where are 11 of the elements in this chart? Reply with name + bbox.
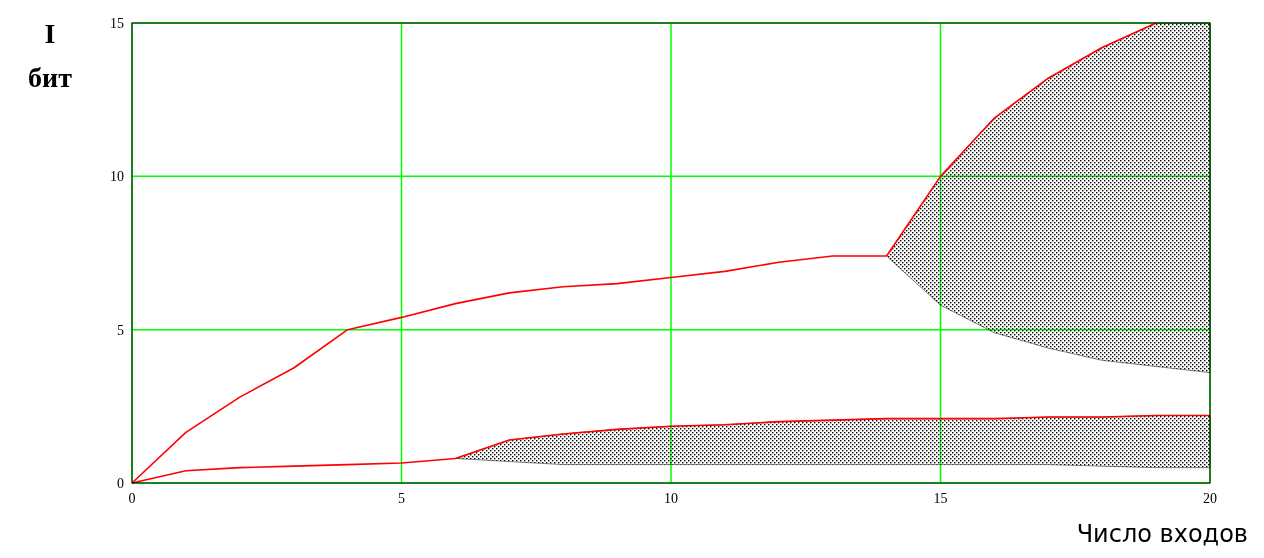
y-tick-label: 0 xyxy=(117,476,124,491)
x-tick-label: 20 xyxy=(1203,491,1217,506)
x-tick-label: 0 xyxy=(128,491,136,506)
y-tick-label: 15 xyxy=(110,16,124,31)
x-tick-label: 15 xyxy=(933,491,948,506)
y-axis-title: I бит xyxy=(28,18,73,93)
y-tick-label: 5 xyxy=(117,322,124,338)
y-tick-label: 10 xyxy=(110,169,124,185)
x-tick-label: 10 xyxy=(664,491,678,506)
x-axis-title: Число входов xyxy=(1076,520,1248,548)
x-tick-label: 5 xyxy=(398,491,405,506)
